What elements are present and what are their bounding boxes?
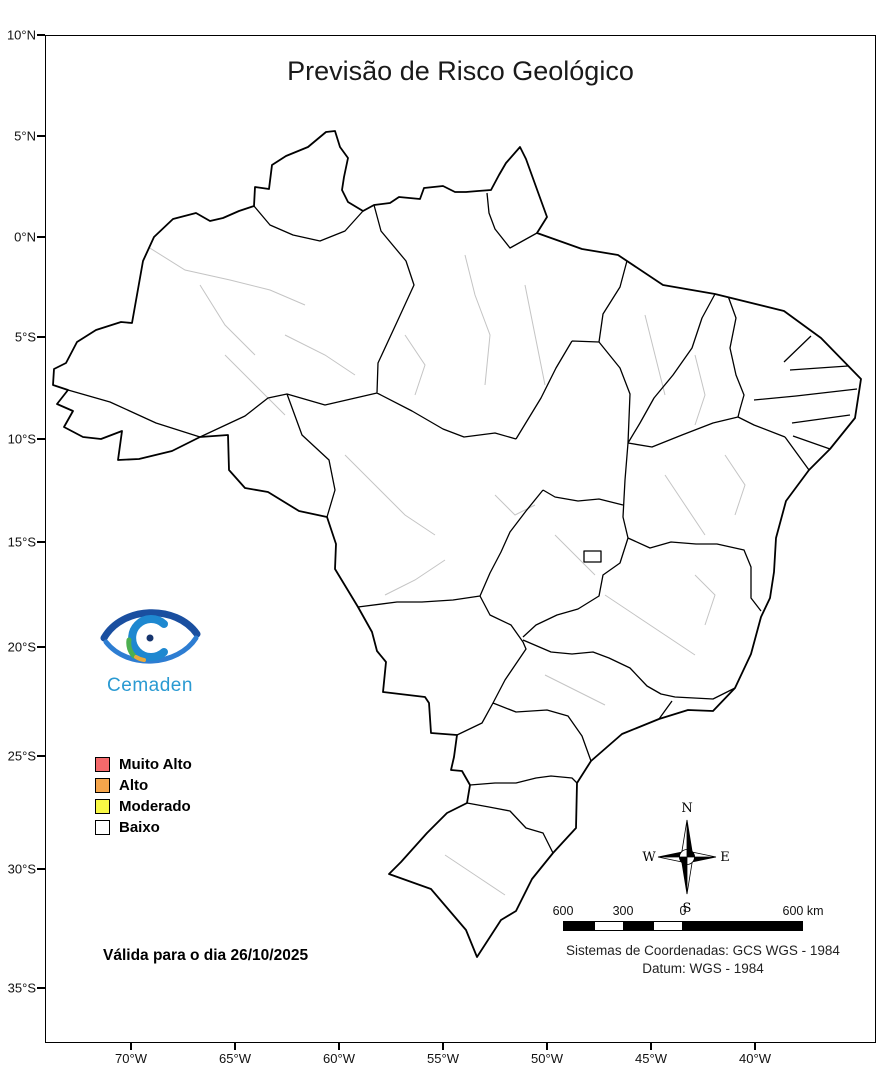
cemaden-logo: Cemaden <box>90 598 210 697</box>
lon-label: 55°W <box>427 1051 459 1066</box>
scale-label: 300 <box>612 904 634 918</box>
lat-label: 15°S <box>7 534 36 550</box>
lon-label: 65°W <box>219 1051 251 1066</box>
risk-legend: Muito Alto Alto Moderado Baixo <box>95 754 192 838</box>
lon-label: 60°W <box>323 1051 355 1066</box>
lat-tick <box>37 868 45 870</box>
lat-label: 10°N <box>6 27 36 43</box>
coordinate-system-line2: Datum: WGS - 1984 <box>642 961 764 977</box>
scale-segment <box>593 922 624 930</box>
brazil-fill <box>53 131 861 957</box>
lat-tick <box>37 541 45 543</box>
lat-tick <box>37 236 45 238</box>
lon-label: 50°W <box>531 1051 563 1066</box>
page-title: Previsão de Risco Geológico <box>287 56 634 86</box>
validity-date: Válida para o dia 26/10/2025 <box>103 947 309 964</box>
lat-tick <box>37 438 45 440</box>
legend-label: Alto <box>119 777 149 794</box>
scale-segment <box>623 922 654 930</box>
lon-tick <box>338 1043 340 1050</box>
brazil-map <box>52 130 862 958</box>
legend-swatch-moderado <box>95 799 110 814</box>
lon-label: 45°W <box>635 1051 667 1066</box>
compass-rose: N S E W <box>642 798 732 923</box>
state-borders <box>67 192 858 854</box>
scale-bar-labels: 600 300 0 600 km <box>553 904 824 921</box>
legend-swatch-alto <box>95 778 110 793</box>
compass-n-label: N <box>681 801 692 816</box>
lon-tick <box>442 1043 444 1050</box>
legend-item-moderado: Moderado <box>95 796 192 817</box>
lat-label: 35°S <box>7 980 36 996</box>
lat-label: 20°S <box>7 639 36 655</box>
lat-label: 0°N <box>14 229 36 245</box>
map-frame <box>45 35 876 1043</box>
lat-tick <box>37 755 45 757</box>
lat-label: 5°N <box>14 128 36 144</box>
legend-label: Moderado <box>119 798 191 815</box>
lat-label: 25°S <box>7 748 36 764</box>
lon-label: 70°W <box>115 1051 147 1066</box>
lat-tick <box>37 336 45 338</box>
lon-tick <box>130 1043 132 1050</box>
scale-segment <box>683 922 803 930</box>
compass-w-label: W <box>642 850 656 865</box>
lon-tick <box>546 1043 548 1050</box>
legend-item-baixo: Baixo <box>95 817 192 838</box>
lat-tick <box>37 646 45 648</box>
scale-label: 600 <box>552 904 574 918</box>
lon-tick <box>754 1043 756 1050</box>
cemaden-logo-text: Cemaden <box>107 675 193 696</box>
legend-swatch-baixo <box>95 820 110 835</box>
lon-tick <box>650 1043 652 1050</box>
scale-label: 600 km <box>782 904 824 918</box>
scale-label: 0 <box>679 904 687 918</box>
lat-label: 10°S <box>7 431 36 447</box>
north-arrow-icon: N S E W <box>642 801 730 916</box>
lat-label: 5°S <box>14 329 36 345</box>
lat-tick <box>37 135 45 137</box>
legend-item-muito-alto: Muito Alto <box>95 754 192 775</box>
legend-label: Baixo <box>119 819 160 836</box>
legend-item-alto: Alto <box>95 775 192 796</box>
region-borders <box>144 244 746 896</box>
scale-bar-graphic <box>563 921 803 931</box>
lon-label: 40°W <box>739 1051 771 1066</box>
coordinate-system-line1: Sistemas de Coordenadas: GCS WGS - 1984 <box>566 943 840 958</box>
compass-s-label: S <box>683 901 692 916</box>
lat-tick <box>37 34 45 36</box>
lon-tick <box>234 1043 236 1050</box>
legend-swatch-muito-alto <box>95 757 110 772</box>
compass-e-label: E <box>720 850 730 865</box>
scale-segment <box>564 922 594 930</box>
brazil-outline <box>52 130 862 958</box>
legend-label: Muito Alto <box>119 756 192 773</box>
scale-bar: 600 300 0 600 km <box>553 904 824 931</box>
scale-segment <box>653 922 684 930</box>
lat-tick <box>37 987 45 989</box>
coordinate-system-note: Sistemas de Coordenadas: GCS WGS - 1984 … <box>538 942 868 978</box>
lat-label: 30°S <box>7 861 36 877</box>
cemaden-eye-icon <box>100 609 201 664</box>
